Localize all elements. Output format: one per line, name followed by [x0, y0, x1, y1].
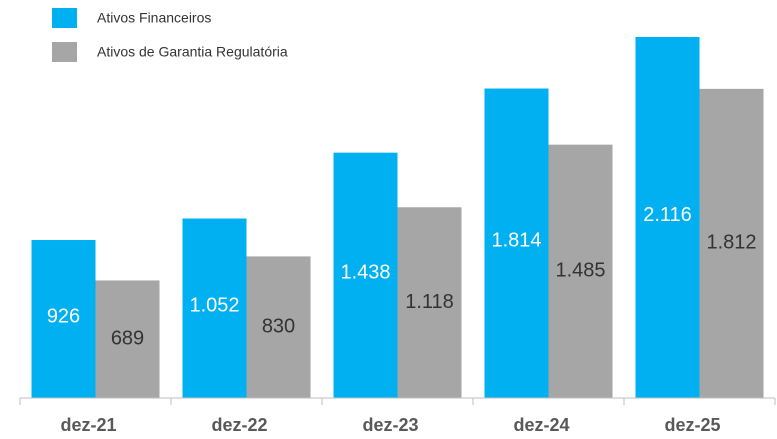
legend-label: Ativos de Garantia Regulatória	[97, 44, 288, 60]
value-label: 1.438	[340, 262, 390, 284]
bar	[333, 152, 398, 398]
value-label: 1.118	[405, 291, 454, 313]
legend-swatch	[52, 8, 77, 28]
x-tick-label: dez-24	[513, 415, 569, 435]
bar	[95, 280, 160, 398]
value-label: 1.485	[555, 260, 605, 282]
bar	[31, 240, 96, 398]
bar	[246, 256, 311, 398]
legend-label: Ativos Financeiros	[97, 10, 211, 26]
x-tick-label: dez-21	[60, 415, 116, 435]
value-label: 689	[111, 328, 144, 350]
x-tick-label: dez-25	[664, 415, 720, 435]
value-label: 1.052	[189, 295, 239, 317]
bar	[182, 218, 247, 398]
value-label: 1.814	[491, 230, 541, 252]
bar	[548, 144, 613, 398]
bar	[635, 37, 700, 398]
value-label: 1.812	[706, 232, 756, 254]
value-label: 2.116	[643, 204, 692, 226]
bar	[699, 88, 764, 398]
bar	[484, 88, 549, 399]
legend-swatch	[52, 42, 77, 62]
x-tick-label: dez-23	[362, 415, 418, 435]
x-tick-label: dez-22	[211, 415, 267, 435]
value-label: 830	[262, 315, 295, 337]
value-label: 926	[47, 305, 80, 327]
bar	[397, 207, 462, 398]
